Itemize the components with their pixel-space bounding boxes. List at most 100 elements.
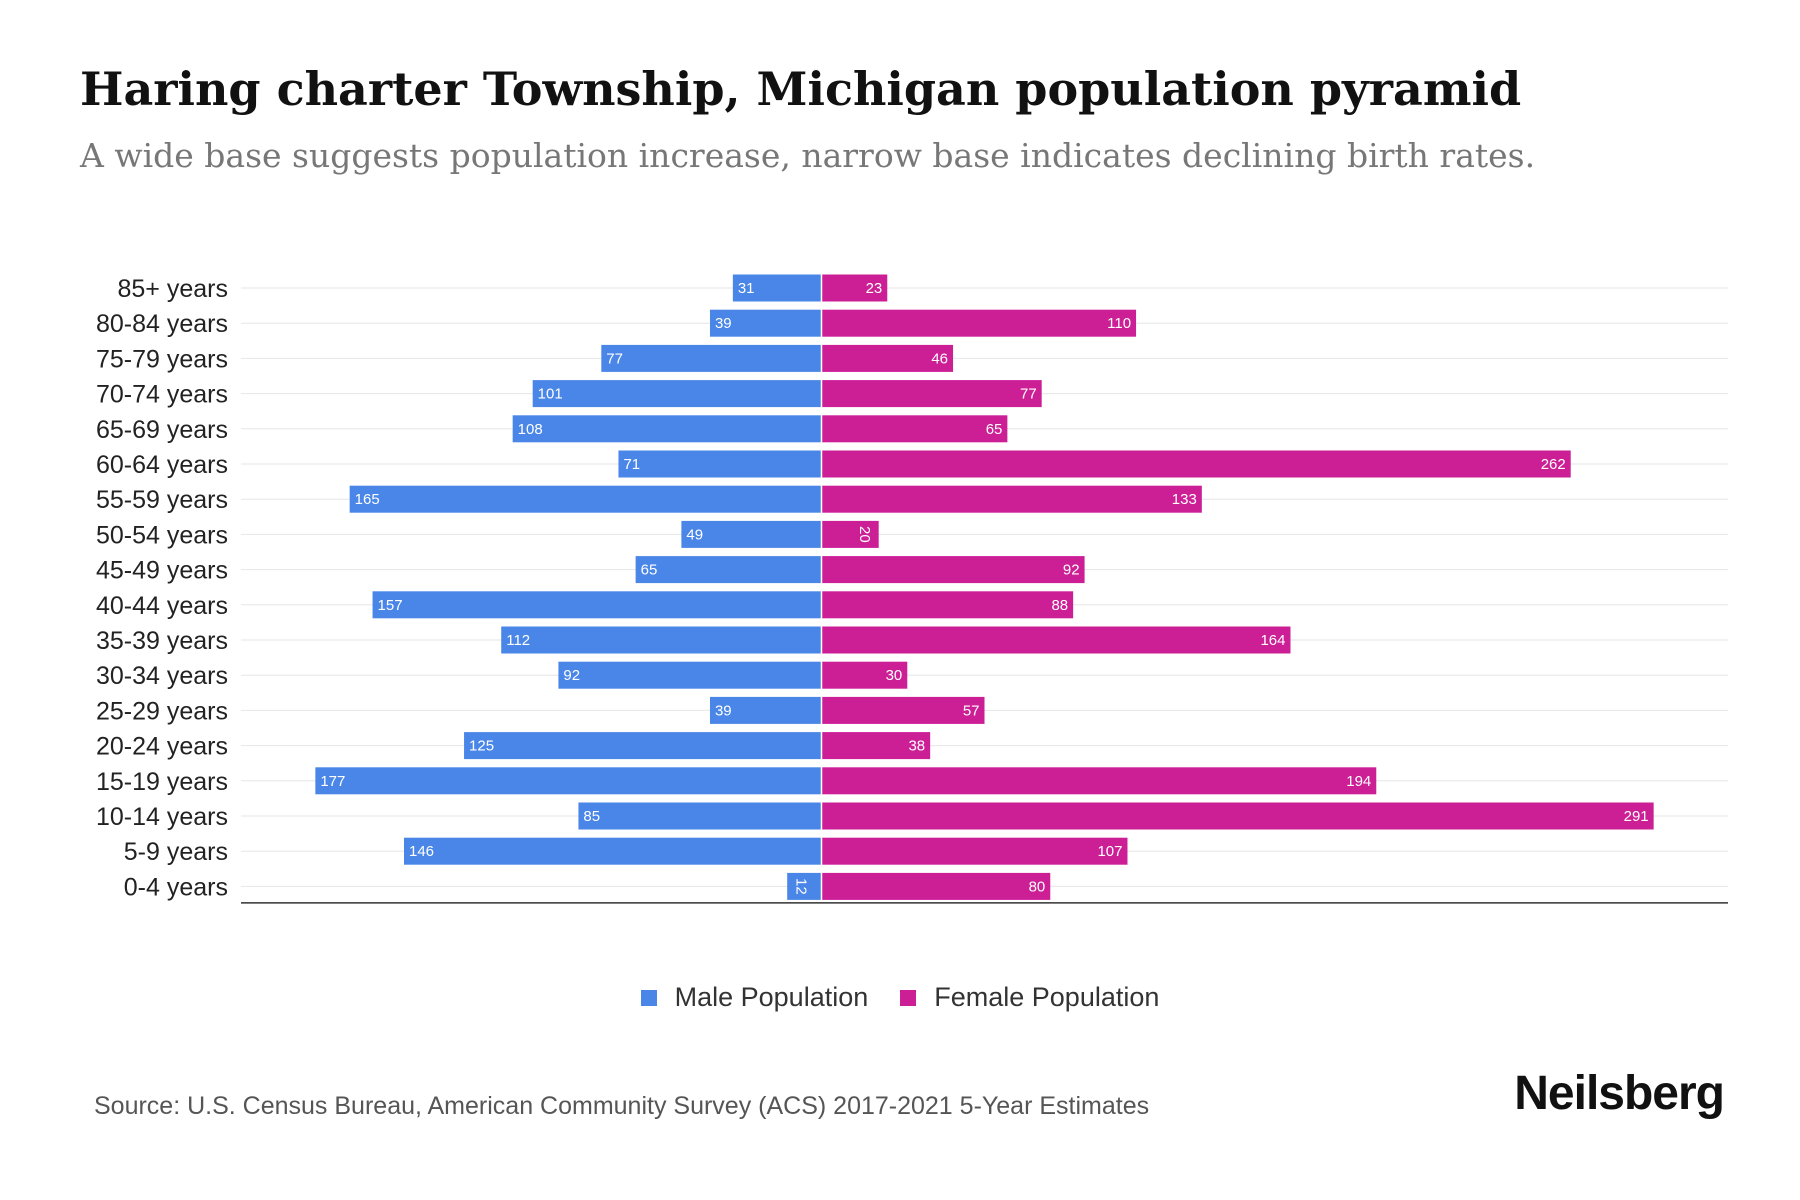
male-value-label: 31 [738, 280, 755, 297]
female-bar [821, 591, 1074, 619]
age-group-label: 5-9 years [124, 838, 228, 866]
female-bar [821, 661, 908, 689]
female-value-label: 92 [1063, 562, 1080, 579]
male-value-label: 39 [715, 702, 732, 719]
male-bar [372, 591, 822, 619]
female-value-label: 107 [1097, 843, 1122, 860]
male-value-label: 112 [506, 632, 530, 649]
female-value-label: 164 [1260, 632, 1285, 649]
female-value-label: 57 [963, 702, 980, 719]
male-value-label: 49 [686, 526, 703, 543]
age-group-label: 45-49 years [96, 557, 228, 585]
female-bar [821, 556, 1085, 584]
male-bar [558, 661, 822, 689]
male-bar [315, 767, 822, 795]
female-bar [821, 767, 1377, 795]
age-group-label: 80-84 years [96, 310, 228, 338]
legend-label-female: Female Population [934, 982, 1160, 1012]
age-group-label: 40-44 years [96, 592, 228, 620]
chart-subtitle: A wide base suggests population increase… [80, 136, 1536, 175]
female-bar [821, 837, 1128, 865]
male-bar [349, 485, 822, 513]
age-group-label: 75-79 years [96, 345, 228, 373]
age-group-label: 70-74 years [96, 381, 228, 409]
female-value-label: 194 [1346, 773, 1371, 790]
female-value-label: 30 [886, 667, 903, 684]
male-bar [635, 556, 822, 584]
male-bar [601, 344, 822, 372]
legend-label-male: Male Population [674, 982, 869, 1012]
male-bar [512, 415, 822, 443]
male-value-label: 77 [606, 350, 623, 367]
source-note: Source: U.S. Census Bureau, American Com… [94, 1092, 1150, 1120]
female-bar [821, 344, 954, 372]
male-value-label: 71 [623, 456, 640, 473]
female-bar [821, 520, 879, 548]
brand-logo: Neilsberg [1514, 1067, 1725, 1120]
male-bar [709, 696, 822, 724]
male-value-label: 12 [793, 878, 810, 895]
age-group-label: 35-39 years [96, 627, 228, 655]
female-bar [821, 485, 1202, 513]
female-bar [821, 380, 1042, 408]
age-group-label: 25-29 years [96, 697, 228, 725]
female-value-label: 65 [986, 421, 1003, 438]
male-value-label: 125 [469, 738, 494, 755]
female-value-label: 133 [1172, 491, 1197, 508]
legend-swatch-female [900, 989, 917, 1006]
male-value-label: 165 [355, 491, 380, 508]
chart-legend: Male Population Female Population [0, 982, 1800, 1013]
male-bar [681, 520, 822, 548]
male-value-label: 177 [320, 773, 345, 790]
age-group-label: 65-69 years [96, 416, 228, 444]
male-value-label: 157 [378, 597, 403, 614]
male-value-label: 101 [538, 386, 563, 403]
female-value-label: 77 [1020, 386, 1037, 403]
female-value-label: 23 [866, 280, 883, 297]
female-bar [821, 415, 1008, 443]
male-value-label: 146 [409, 843, 434, 860]
female-value-label: 110 [1107, 315, 1131, 332]
age-group-label: 85+ years [118, 275, 229, 303]
female-value-label: 38 [908, 738, 925, 755]
female-value-label: 291 [1624, 808, 1649, 825]
age-group-label: 10-14 years [96, 803, 228, 831]
female-bar [821, 732, 931, 760]
male-bar [578, 802, 822, 830]
male-value-label: 108 [518, 421, 543, 438]
age-group-label: 15-19 years [96, 768, 228, 796]
male-value-label: 85 [583, 808, 600, 825]
female-value-label: 262 [1541, 456, 1566, 473]
male-bar [532, 380, 822, 408]
female-value-label: 88 [1051, 597, 1068, 614]
male-bar [618, 450, 822, 478]
male-value-label: 92 [563, 667, 580, 684]
male-bar [709, 309, 822, 337]
female-bar [821, 872, 1051, 900]
female-bar [821, 274, 888, 302]
male-bar [464, 732, 822, 760]
female-bar [821, 450, 1571, 478]
chart-title: Haring charter Township, Michigan popula… [80, 62, 1522, 116]
age-group-label: 50-54 years [96, 521, 228, 549]
male-bar [787, 872, 822, 900]
male-bar [732, 274, 822, 302]
male-bar [403, 837, 822, 865]
age-group-label: 20-24 years [96, 733, 228, 761]
female-bar [821, 626, 1291, 654]
population-pyramid-chart: 85+ years 31 23 80-84 years 39 110 75-79 years… [96, 272, 1728, 904]
female-bar [821, 696, 985, 724]
female-value-label: 80 [1029, 878, 1046, 895]
age-group-label: 0-4 years [124, 873, 228, 901]
female-value-label: 46 [931, 350, 948, 367]
male-value-label: 65 [641, 562, 658, 579]
female-value-label: 20 [856, 526, 873, 543]
male-bar [501, 626, 822, 654]
female-bar [821, 802, 1654, 830]
female-bar [821, 309, 1137, 337]
age-group-label: 55-59 years [96, 486, 228, 514]
legend-swatch-male [640, 989, 657, 1006]
legend-item-male[interactable]: Male Population [640, 982, 869, 1013]
male-value-label: 39 [715, 315, 732, 332]
legend-item-female[interactable]: Female Population [900, 982, 1159, 1013]
